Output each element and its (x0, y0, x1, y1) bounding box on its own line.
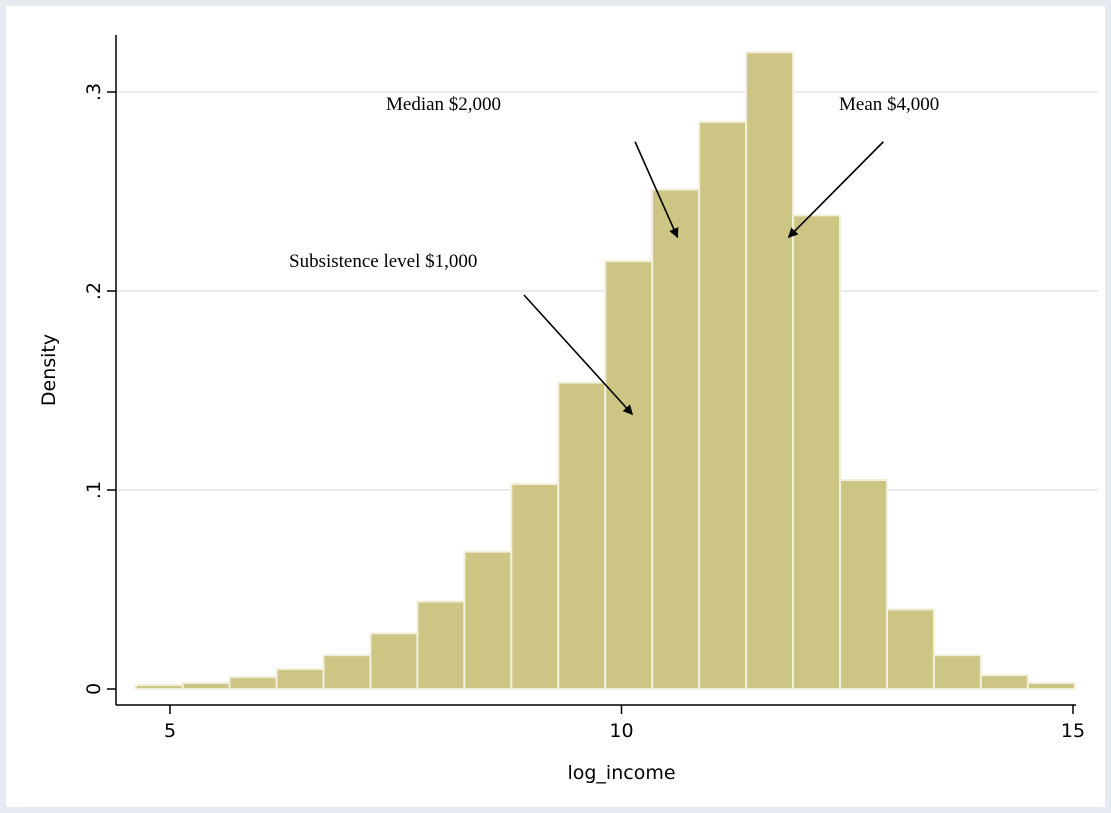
histogram-bar-19 (1026, 682, 1076, 691)
y-tick-label-0: 0 (83, 683, 105, 695)
annotation-label-1: Mean $4,000 (839, 94, 939, 115)
histogram-bar-0 (134, 684, 184, 691)
x-axis-title: log_income (567, 762, 675, 784)
annotation-label-2: Subsistence level $1,000 (289, 251, 477, 272)
histogram-bar-12 (698, 120, 748, 691)
histogram-bar-15 (839, 479, 888, 690)
histogram-bar-8 (510, 483, 560, 690)
histogram-bar-3 (275, 668, 325, 690)
annotation-arrow-1 (787, 141, 884, 238)
histogram-bar-17 (932, 654, 982, 690)
y-tick-label-1: .1 (83, 481, 105, 499)
histogram-bar-4 (322, 654, 372, 690)
histogram-bars (134, 51, 1076, 691)
histogram-bar-10 (604, 260, 654, 690)
annotation-arrow-0 (634, 141, 679, 239)
axes: 5 10 15 0 .1 .2 .3 (83, 35, 1085, 742)
y-tick-label-2: .2 (83, 282, 105, 300)
x-tick-label-2: 15 (1061, 720, 1085, 742)
histogram-bar-14 (792, 214, 842, 690)
histogram-bar-18 (979, 674, 1029, 691)
annotation-arrow-2 (523, 294, 634, 416)
histogram-bar-5 (369, 632, 419, 691)
annotation-label-0: Median $2,000 (386, 94, 501, 115)
histogram-bar-11 (651, 188, 701, 690)
histogram-bar-2 (228, 676, 278, 690)
histogram-bar-7 (463, 550, 513, 690)
y-tick-label-3: .3 (83, 83, 105, 101)
histogram-bar-6 (416, 600, 466, 690)
histogram-bar-16 (885, 608, 935, 691)
histogram-bar-13 (745, 51, 795, 690)
annotations: Median $2,000 Mean $4,000 Subsistence leve… (289, 94, 939, 416)
x-tick-label-0: 5 (164, 720, 176, 742)
x-tick-label-1: 10 (609, 720, 633, 742)
histogram-bar-1 (181, 682, 231, 691)
y-axis-title: Density (38, 334, 60, 406)
histogram-bar-9 (557, 381, 607, 690)
